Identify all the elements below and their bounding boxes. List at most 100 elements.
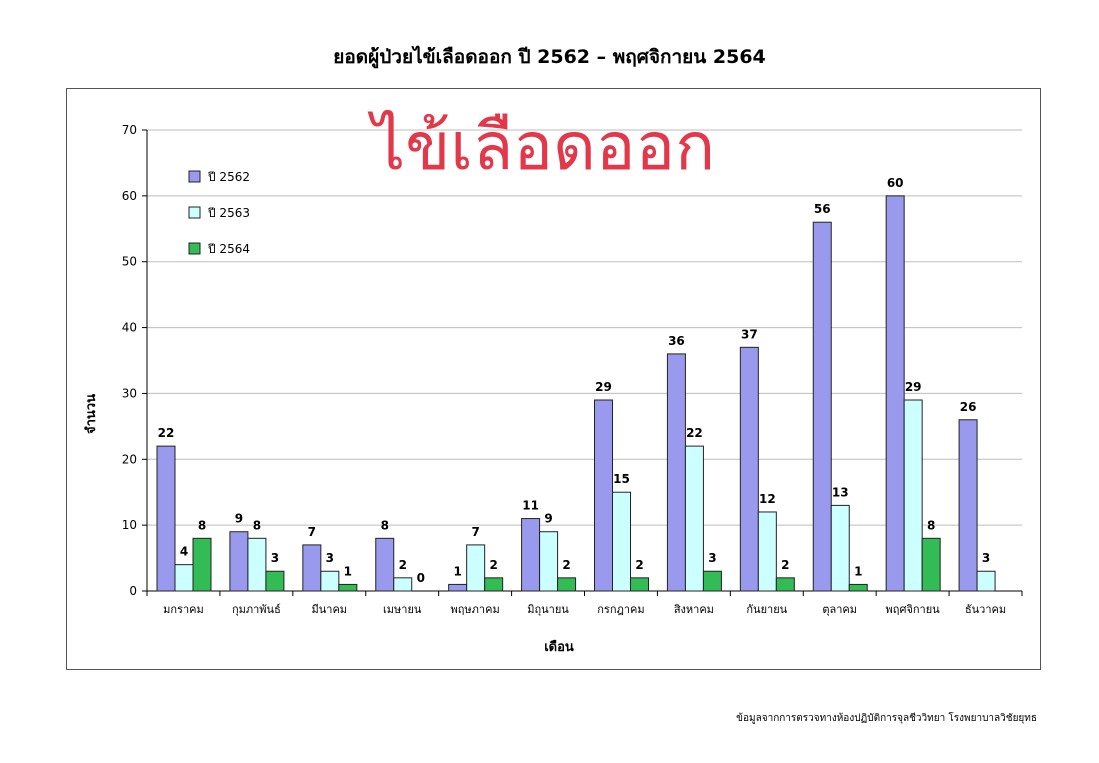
- y-tick-label: 60: [122, 189, 137, 203]
- x-tick-label: มิถุนายน: [527, 603, 569, 616]
- y-axis-title: จำนวน: [83, 394, 99, 434]
- data-label: 2: [781, 558, 789, 572]
- data-label: 1: [854, 564, 862, 578]
- y-tick-label: 20: [122, 452, 137, 466]
- y-tick-label: 50: [122, 255, 137, 269]
- bar: [375, 537, 395, 592]
- data-label: 9: [235, 512, 243, 526]
- data-label: 29: [905, 380, 922, 394]
- legend-label: ปี 2563: [207, 206, 250, 220]
- data-label: 13: [832, 485, 849, 499]
- data-label: 2: [489, 558, 497, 572]
- bar: [903, 399, 923, 592]
- bar: [320, 570, 340, 592]
- data-label: 11: [522, 499, 539, 513]
- data-label: 22: [158, 426, 175, 440]
- bar: [666, 353, 686, 592]
- data-label: 15: [613, 472, 630, 486]
- y-tick-label: 0: [129, 584, 137, 598]
- y-tick-label: 30: [122, 386, 137, 400]
- bar: [885, 195, 905, 592]
- data-label: 2: [635, 558, 643, 572]
- x-tick-label: กุมภาพันธ์: [232, 603, 281, 616]
- overlay-watermark-text: ไข้เลือดออก: [367, 108, 715, 185]
- legend-swatch: [188, 206, 201, 219]
- bar: [448, 583, 468, 592]
- bar: [702, 570, 722, 592]
- bar: [265, 570, 285, 592]
- bar: [192, 537, 212, 592]
- data-label: 56: [814, 202, 831, 216]
- bar: [156, 445, 176, 592]
- data-label: 4: [180, 545, 188, 559]
- x-tick-label: ธันวาคม: [965, 603, 1006, 616]
- data-label: 3: [708, 551, 716, 565]
- data-label: 3: [982, 551, 990, 565]
- bar: [739, 346, 759, 592]
- legend-label: ปี 2562: [207, 170, 250, 184]
- data-label: 1: [344, 564, 352, 578]
- bar: [302, 544, 322, 592]
- bar: [484, 577, 504, 592]
- bar: [757, 511, 777, 592]
- legend-swatch: [188, 242, 201, 255]
- data-label: 7: [471, 525, 479, 539]
- data-label: 22: [686, 426, 703, 440]
- bar: [557, 577, 577, 592]
- bar: [812, 221, 832, 592]
- x-tick-label: มีนาคม: [312, 603, 348, 616]
- data-label: 8: [198, 518, 206, 532]
- x-tick-label: เมษายน: [383, 603, 422, 616]
- bar: [521, 518, 541, 592]
- bar: [594, 399, 613, 592]
- x-tick-label: มกราคม: [163, 603, 204, 616]
- legend: ปี 2562 ปี 2563 ปี 2564: [188, 170, 250, 256]
- data-label: 36: [668, 334, 685, 348]
- bar: [539, 531, 559, 592]
- data-label: 12: [759, 492, 776, 506]
- x-tick-label: พฤษภาคม: [451, 603, 500, 616]
- data-label: 2: [399, 558, 407, 572]
- bar: [393, 577, 413, 592]
- chart-frame: 0 10 20 30 40 50 60 70 มกราคม กุมภาพันธ์ มีนาคม เมษ…: [66, 88, 1041, 670]
- x-tick-label: กรกฎาคม: [597, 603, 644, 616]
- legend-swatch: [188, 170, 201, 183]
- data-label: 1: [453, 564, 461, 578]
- bar: [830, 504, 850, 592]
- gridlines: [147, 129, 1022, 526]
- bar: [958, 419, 978, 592]
- x-axis-title: เดือน: [544, 639, 574, 655]
- data-label: 8: [927, 518, 935, 532]
- data-label: 60: [887, 176, 904, 190]
- data-label: 8: [253, 518, 261, 532]
- y-tick-label: 40: [122, 321, 137, 335]
- data-label: 2: [562, 558, 570, 572]
- data-label: 9: [544, 512, 552, 526]
- x-tick-label: กันยายน: [746, 603, 787, 616]
- x-tick-label: พฤศจิกายน: [886, 603, 941, 616]
- legend-label: ปี 2564: [207, 242, 250, 256]
- y-tick-label: 10: [122, 518, 137, 532]
- data-label: 0: [417, 571, 425, 585]
- bar: [630, 577, 649, 592]
- bar: [338, 583, 358, 592]
- data-source-note: ข้อมูลจากการตรวจทางห้องปฏิบัติการจุลชีวว…: [736, 713, 1037, 724]
- x-tick-label: ตุลาคม: [822, 603, 857, 616]
- bar: [775, 577, 795, 592]
- y-tick-label: 70: [122, 123, 137, 137]
- bar: [848, 583, 868, 592]
- bar: [921, 537, 941, 592]
- data-label: 26: [960, 400, 977, 414]
- data-label: 3: [326, 551, 334, 565]
- data-label: 3: [271, 551, 279, 565]
- bar: [247, 537, 267, 592]
- bar: [174, 564, 194, 592]
- data-label: 29: [595, 380, 612, 394]
- bar: [612, 491, 631, 592]
- data-label: 7: [308, 525, 316, 539]
- chart-title: ยอดผู้ป่วยไข้เลือดออก ปี 2562 – พฤศจิกาย…: [333, 46, 766, 68]
- bar: [229, 531, 249, 592]
